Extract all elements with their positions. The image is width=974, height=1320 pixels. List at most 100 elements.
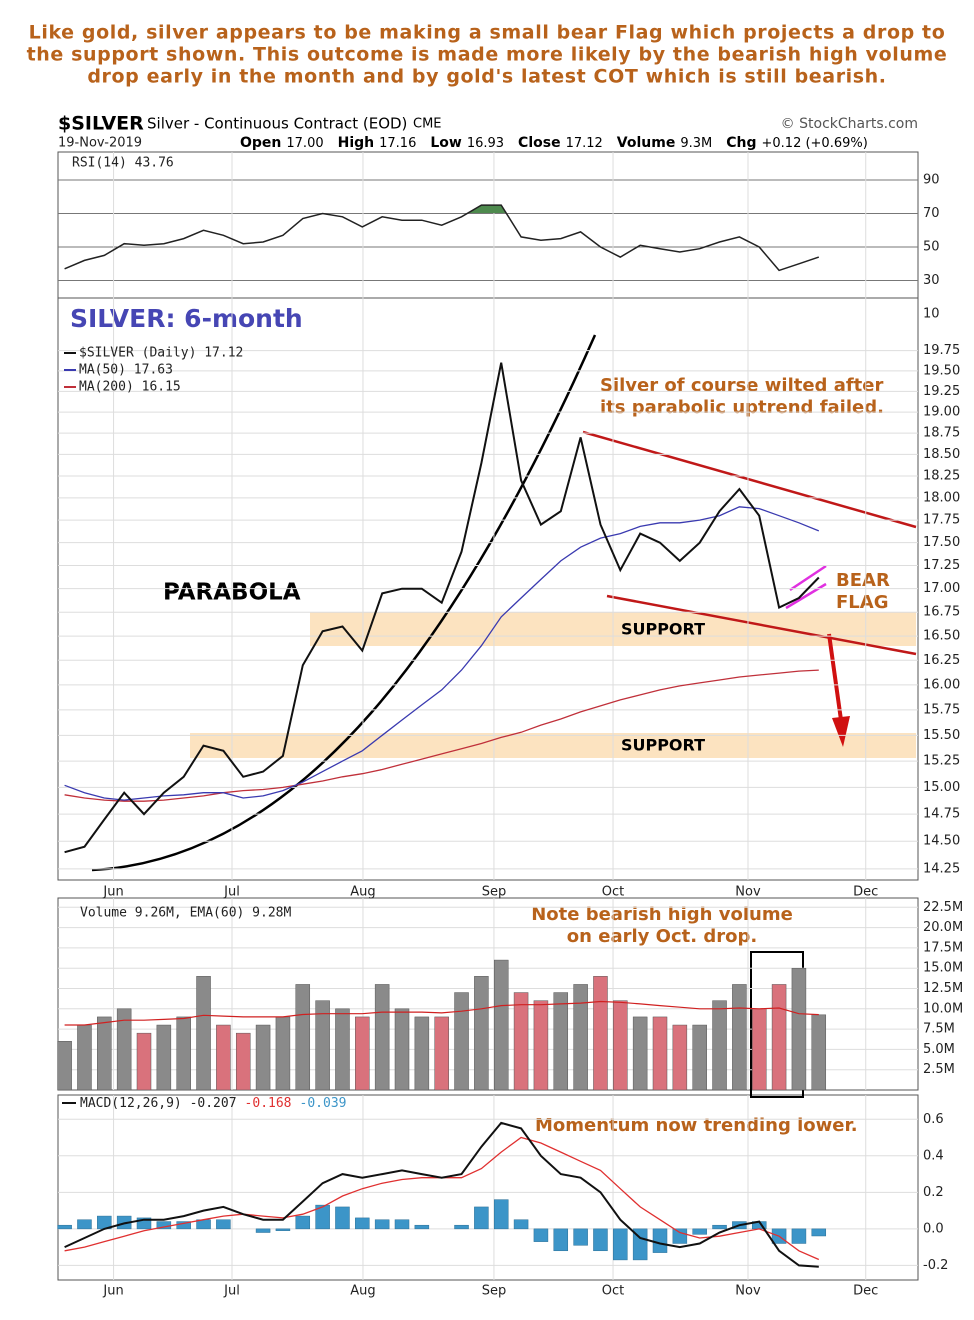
- y-tick-label: -0.2: [923, 1258, 948, 1273]
- histogram-bar: [355, 1217, 370, 1230]
- y-tick-label: 17.75: [923, 513, 960, 528]
- volume-bar: [632, 1016, 648, 1091]
- panel-label: Volume 9.26M, EMA(60) 9.28M: [80, 906, 291, 921]
- y-tick-label: 22.5M: [923, 900, 963, 915]
- volume-bar: [692, 1024, 707, 1091]
- volume-bar: [97, 1016, 112, 1091]
- macd-value: -0.207: [190, 1096, 237, 1111]
- volume-bar: [672, 1024, 688, 1091]
- y-tick-label: 15.25: [923, 754, 960, 769]
- arrow-head: [832, 716, 850, 747]
- y-tick-label: 2.5M: [923, 1062, 955, 1077]
- volume-bar: [493, 959, 509, 1091]
- histogram-bar: [791, 1228, 807, 1244]
- x-tick-label: Jul: [223, 1284, 240, 1299]
- volume-bar: [652, 1016, 668, 1091]
- quote: Open 17.00 High 17.16 Low 16.93 Close 17.12 Volu…: [240, 135, 868, 151]
- y-tick-label: 16.00: [923, 677, 960, 692]
- volume-bar: [513, 992, 529, 1091]
- quote-label: Low: [430, 135, 462, 151]
- flag-line: [785, 582, 827, 610]
- volume-bar: [77, 1024, 92, 1091]
- y-tick-label: 0.0: [923, 1221, 944, 1236]
- histogram-bar: [414, 1224, 430, 1230]
- panel: 2.5M 5.0M 7.5M 10.0M 12.5M 15.0M 17.5M 20.0M 22.…: [58, 898, 963, 1090]
- volume-bar: [751, 1008, 767, 1091]
- x-tick-label: Sep: [482, 1284, 507, 1299]
- annotation: Momentum now trending lower.: [535, 1115, 858, 1136]
- histogram-bar: [216, 1219, 231, 1230]
- histogram-bar: [255, 1228, 271, 1233]
- y-tick-label: 20.0M: [923, 920, 963, 935]
- quote-label: High: [338, 135, 375, 151]
- panel-label: RSI(14) 43.76: [72, 156, 174, 171]
- y-tick-label: 5.0M: [923, 1042, 955, 1057]
- annotation: Note bearish high volume: [531, 904, 793, 925]
- x-tick-label: Dec: [853, 1284, 878, 1299]
- source: © StockCharts.com: [781, 116, 918, 132]
- y-tick-label: 30: [923, 273, 940, 288]
- volume-bar: [593, 976, 608, 1091]
- y-tick-label: 16.50: [923, 629, 960, 644]
- x-tick-label: Sep: [482, 885, 507, 900]
- ma-line: [64, 506, 820, 801]
- y-tick-label: 10.0M: [923, 1001, 963, 1016]
- volume-bar: [335, 1008, 350, 1091]
- annotation: its parabolic uptrend failed.: [600, 397, 884, 418]
- y-tick-label: 14.25: [923, 861, 960, 876]
- exchange: CME: [413, 117, 442, 132]
- volume-bar: [216, 1024, 231, 1091]
- flag-line: [789, 564, 827, 592]
- histogram-bar: [652, 1228, 668, 1253]
- ema-line: [64, 1000, 819, 1026]
- panel: 14.25 14.50 14.75 15.00 15.25 15.50 15.75 16.00…: [58, 298, 960, 900]
- x-tick-label: Aug: [350, 885, 375, 900]
- date: 19-Nov-2019: [58, 136, 142, 151]
- quote-value: 9.3M: [680, 136, 712, 151]
- y-tick-label: 12.5M: [923, 981, 963, 996]
- histogram-bar: [315, 1204, 330, 1230]
- y-tick-label: 17.00: [923, 581, 960, 596]
- y-tick-label: 16.25: [923, 653, 960, 668]
- annotation: FLAG: [836, 592, 888, 613]
- y-tick-label: 17.5M: [923, 940, 963, 955]
- parabola-curve: [91, 334, 597, 872]
- annotation: BEAR: [836, 570, 890, 591]
- annotation: Silver of course wilted after: [600, 375, 883, 396]
- y-tick-label: 0.2: [923, 1185, 944, 1200]
- histogram-bar: [454, 1224, 469, 1230]
- volume-bar: [196, 976, 211, 1091]
- volume-bar: [394, 1008, 410, 1091]
- quote-label: Volume: [617, 135, 676, 151]
- legend-label: MA(200) 16.15: [79, 380, 181, 395]
- y-tick-label: 15.00: [923, 780, 960, 795]
- quote-label: Close: [518, 135, 561, 151]
- volume-bar: [255, 1024, 271, 1091]
- histogram-bar: [295, 1215, 311, 1230]
- histogram-bar: [692, 1228, 707, 1235]
- y-tick-label: 18.00: [923, 490, 960, 505]
- volume-bar: [434, 1016, 449, 1091]
- volume-bar: [355, 1016, 370, 1091]
- y-tick-label: 0.4: [923, 1148, 944, 1163]
- volume-bar: [176, 1016, 191, 1091]
- y-tick-label: 17.25: [923, 558, 960, 573]
- volume-bar: [57, 1041, 72, 1091]
- y-tick-label: 15.50: [923, 728, 960, 743]
- quote-label: Open: [240, 135, 281, 151]
- y-tick-label: 15.75: [923, 702, 960, 717]
- support-label: SUPPORT: [621, 620, 705, 639]
- rsi-line: [64, 204, 820, 272]
- panel: 10 30 50 70 90: [58, 152, 940, 322]
- headline: drop early in the month and by gold's la…: [87, 66, 886, 88]
- y-tick-label: 18.50: [923, 447, 960, 462]
- quote-value: +0.12 (+0.69%): [762, 136, 868, 151]
- quote-label: Chg: [726, 135, 756, 151]
- channel-line: [582, 430, 917, 529]
- legend-label: MA(50) 17.63: [79, 363, 173, 378]
- x-tick-label: Dec: [853, 885, 878, 900]
- y-tick-label: 19.00: [923, 405, 960, 420]
- quote-value: 17.00: [286, 136, 323, 151]
- volume-bar: [295, 984, 311, 1091]
